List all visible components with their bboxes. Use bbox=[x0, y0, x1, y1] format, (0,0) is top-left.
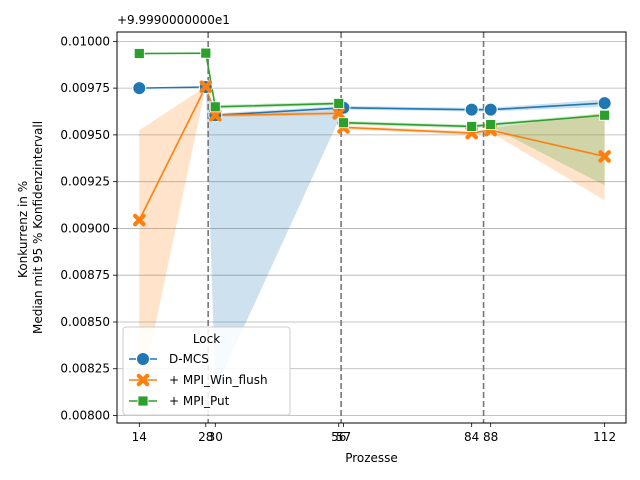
point-2-5 bbox=[466, 121, 478, 132]
y-tick-label-4: 0.00900 bbox=[60, 221, 110, 235]
point-1-7 bbox=[598, 150, 611, 163]
y-tick-label-2: 0.00850 bbox=[60, 315, 110, 329]
legend-label-1: + MPI_Win_flush bbox=[169, 373, 268, 387]
point-0-0 bbox=[132, 81, 147, 96]
x-tick-label-1: 28 bbox=[198, 430, 213, 444]
legend-label-0: D-MCS bbox=[169, 352, 209, 366]
legend-marker-1 bbox=[136, 373, 150, 387]
point-0-4 bbox=[464, 102, 479, 117]
y-tick-label-1: 0.00825 bbox=[60, 362, 110, 376]
x-axis-label: Prozesse bbox=[345, 451, 398, 465]
axis-ticks: 0.00800 0.00825 0.00850 0.00875 0.00900 0.009… bbox=[60, 34, 616, 444]
plot-frame bbox=[116, 31, 627, 424]
ci-band-1 bbox=[139, 86, 605, 401]
legend-label-2: + MPI_Put bbox=[169, 394, 230, 408]
x-tick-label-3: 56 bbox=[331, 430, 346, 444]
legend-box bbox=[122, 326, 291, 416]
legend-items: D-MCS + MPI_Win_flush + MPI_Put bbox=[129, 352, 268, 408]
point-0-5 bbox=[483, 102, 498, 117]
y-tick-label-6: 0.00950 bbox=[60, 128, 110, 142]
y-tick-label-3: 0.00875 bbox=[60, 268, 110, 282]
x-tick-label-0: 14 bbox=[132, 430, 147, 444]
y-axis-label-line-2: Median mit 95 % Konfidenzintervall bbox=[31, 121, 45, 334]
y-axis-label-line-1: Konkurrenz in % bbox=[16, 181, 30, 278]
legend-marker-0 bbox=[136, 352, 150, 366]
point-1-3 bbox=[332, 107, 346, 120]
ci-band-0 bbox=[139, 87, 605, 390]
y-tick-label-0: 0.00800 bbox=[60, 409, 110, 423]
y-tick-label-7: 0.00975 bbox=[60, 81, 110, 95]
point-2-7 bbox=[599, 109, 611, 121]
y-tick-label-8: 0.01000 bbox=[60, 34, 110, 48]
x-tick-label-2: 30 bbox=[208, 430, 223, 444]
point-0-6 bbox=[597, 96, 612, 111]
legend-title: Lock bbox=[193, 332, 220, 346]
point-1-2 bbox=[208, 108, 222, 122]
point-2-4 bbox=[338, 117, 349, 129]
point-2-0 bbox=[133, 48, 145, 59]
point-2-3 bbox=[333, 98, 345, 109]
confidence-bands bbox=[139, 53, 605, 401]
x-tick-label-5: 84 bbox=[464, 430, 479, 444]
point-1-0 bbox=[133, 213, 146, 227]
point-2-1 bbox=[200, 47, 212, 59]
point-2-6 bbox=[485, 119, 497, 131]
point-2-2 bbox=[209, 101, 221, 113]
point-1-1 bbox=[199, 80, 213, 93]
series-markers bbox=[132, 47, 612, 227]
x-tick-label-4: 57 bbox=[336, 430, 351, 444]
legend: Lock D-MCS + MPI_Win_flush + MPI_Put bbox=[122, 326, 291, 416]
y-tick-label-5: 0.00925 bbox=[60, 175, 110, 189]
legend-marker-2 bbox=[137, 395, 149, 407]
y-offset-label: +9.9990000000e1 bbox=[117, 13, 230, 27]
y-axis-label: Konkurrenz in % Median mit 95 % Konfiden… bbox=[16, 121, 45, 334]
x-tick-label-6: 88 bbox=[483, 430, 498, 444]
x-tick-label-7: 112 bbox=[593, 430, 616, 444]
